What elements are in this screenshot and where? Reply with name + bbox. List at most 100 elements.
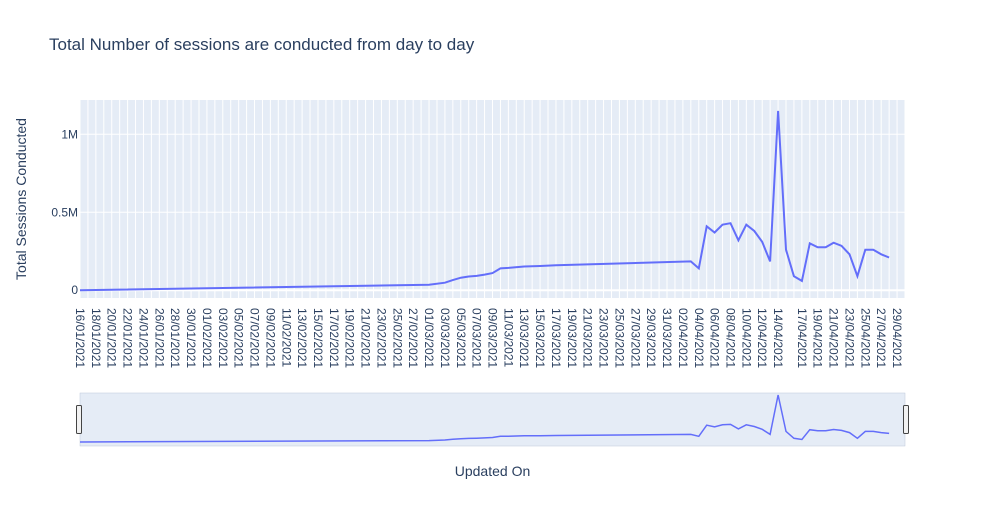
- data-point[interactable]: [870, 247, 876, 253]
- x-tick-label: 19/02/2021: [343, 308, 357, 368]
- x-tick-label: 14/04/2021: [771, 308, 785, 368]
- x-tick-label: 13/02/2021: [295, 308, 309, 368]
- x-tick-label: 29/03/2021: [644, 308, 658, 368]
- range-slider-right-handle[interactable]: [903, 405, 909, 434]
- data-point[interactable]: [799, 278, 805, 284]
- x-tick-label: 19/04/2021: [811, 308, 825, 368]
- data-point[interactable]: [688, 258, 694, 264]
- x-tick-label: 02/04/2021: [676, 308, 690, 368]
- chart-title: Total Number of sessions are conducted f…: [49, 35, 475, 54]
- data-point[interactable]: [839, 243, 845, 249]
- data-point[interactable]: [783, 247, 789, 253]
- data-point[interactable]: [712, 230, 718, 236]
- data-point[interactable]: [751, 228, 757, 234]
- data-point[interactable]: [505, 265, 511, 271]
- data-point[interactable]: [77, 287, 83, 293]
- data-point[interactable]: [450, 277, 456, 283]
- x-tick-label: 15/02/2021: [311, 308, 325, 368]
- x-tick-label: 25/03/2021: [612, 308, 626, 368]
- x-tick-label: 23/03/2021: [597, 308, 611, 368]
- data-point[interactable]: [482, 272, 488, 278]
- data-point[interactable]: [846, 251, 852, 257]
- data-point[interactable]: [886, 254, 892, 260]
- x-tick-label: 17/03/2021: [549, 308, 563, 368]
- data-point[interactable]: [743, 222, 749, 228]
- x-tick-label: 15/03/2021: [533, 308, 547, 368]
- x-tick-label: 22/01/2021: [121, 308, 135, 368]
- data-point[interactable]: [720, 222, 726, 228]
- x-tick-label: 11/02/2021: [279, 308, 293, 367]
- range-slider-grip[interactable]: [76, 405, 82, 434]
- x-tick-label: 27/04/2021: [874, 308, 888, 368]
- data-point[interactable]: [815, 244, 821, 250]
- vertical-gridlines: [79, 100, 906, 298]
- x-tick-label: 01/02/2021: [200, 308, 214, 368]
- series-line[interactable]: [79, 110, 890, 292]
- range-slider-grip[interactable]: [903, 405, 909, 434]
- data-point[interactable]: [537, 263, 543, 269]
- x-tick-label: 19/03/2021: [565, 308, 579, 368]
- x-tick-label: 09/02/2021: [263, 308, 277, 368]
- data-point[interactable]: [735, 237, 741, 243]
- data-point[interactable]: [696, 265, 702, 271]
- y-tick-label: 0.5M: [51, 205, 78, 219]
- x-tick-label: 03/03/2021: [438, 308, 452, 368]
- y-tick-label: 1M: [61, 127, 78, 141]
- x-tick-label: 29/04/2021: [890, 308, 904, 368]
- y-tick-label: 0: [71, 283, 78, 297]
- data-point[interactable]: [458, 275, 464, 281]
- data-point[interactable]: [767, 258, 773, 264]
- x-tick-label: 05/03/2021: [454, 308, 468, 368]
- y-axis-title: Total Sessions Conducted: [13, 118, 29, 280]
- horizontal-gridlines: [80, 133, 905, 292]
- data-point[interactable]: [521, 264, 527, 270]
- x-tick-label: 17/04/2021: [795, 308, 809, 368]
- x-tick-label: 18/01/2021: [89, 308, 103, 368]
- x-tick-label: 08/04/2021: [723, 308, 737, 368]
- data-point[interactable]: [466, 273, 472, 279]
- x-tick-label: 04/04/2021: [692, 308, 706, 368]
- x-tick-label: 12/04/2021: [755, 308, 769, 368]
- data-point[interactable]: [878, 251, 884, 257]
- x-tick-label: 31/03/2021: [660, 308, 674, 368]
- x-tick-label: 20/01/2021: [105, 308, 119, 368]
- x-tick-label: 25/04/2021: [858, 308, 872, 368]
- x-tick-label: 26/01/2021: [152, 308, 166, 368]
- data-point[interactable]: [759, 239, 765, 245]
- data-point[interactable]: [807, 240, 813, 246]
- x-tick-label: 07/03/2021: [470, 308, 484, 368]
- data-point[interactable]: [775, 108, 781, 114]
- x-tick-label: 24/01/2021: [136, 308, 150, 368]
- x-tick-label: 17/02/2021: [327, 308, 341, 368]
- x-tick-label: 01/03/2021: [422, 308, 436, 368]
- data-point[interactable]: [854, 273, 860, 279]
- x-tick-label: 03/02/2021: [216, 308, 230, 368]
- data-point[interactable]: [497, 265, 503, 271]
- data-point[interactable]: [727, 220, 733, 226]
- data-point[interactable]: [704, 223, 710, 229]
- x-axis-ticks: 16/01/2021 18/01/2021 20/01/2021 22/01/2021…: [73, 308, 904, 368]
- data-point[interactable]: [823, 244, 829, 250]
- data-point[interactable]: [426, 282, 432, 288]
- data-point[interactable]: [553, 262, 559, 268]
- x-tick-label: 07/02/2021: [248, 308, 262, 368]
- data-point[interactable]: [474, 273, 480, 279]
- x-tick-label: 25/02/2021: [390, 308, 404, 368]
- range-slider-series-line: [79, 394, 890, 443]
- x-tick-label: 16/01/2021: [73, 308, 87, 368]
- x-tick-label: 09/03/2021: [486, 308, 500, 368]
- y-axis-ticks: 0 0.5M 1M: [51, 127, 78, 297]
- data-point[interactable]: [862, 247, 868, 253]
- data-point[interactable]: [442, 280, 448, 286]
- x-axis-title: Updated On: [455, 463, 531, 479]
- data-point[interactable]: [490, 270, 496, 276]
- range-slider-left-handle[interactable]: [76, 405, 82, 434]
- x-tick-label: 27/03/2021: [628, 308, 642, 368]
- x-tick-label: 21/03/2021: [581, 308, 595, 368]
- data-point[interactable]: [831, 240, 837, 246]
- x-tick-label: 21/02/2021: [359, 308, 373, 368]
- x-tick-label: 21/04/2021: [827, 308, 841, 368]
- x-tick-label: 27/02/2021: [406, 308, 420, 368]
- data-point[interactable]: [791, 273, 797, 279]
